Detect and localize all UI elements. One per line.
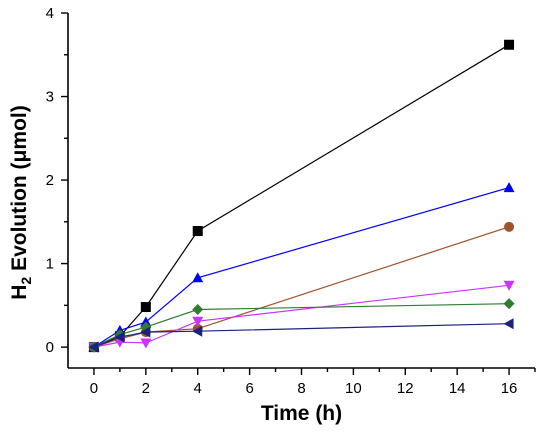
series-line — [93, 44, 510, 348]
data-point — [504, 221, 515, 232]
x-tick-label: 6 — [245, 380, 253, 397]
data-point — [114, 331, 125, 343]
y-axis-title-main: H — [8, 285, 31, 300]
data-point — [140, 338, 152, 349]
data-point — [192, 272, 204, 283]
data-point — [140, 326, 151, 338]
y-tick-label: 4 — [46, 5, 54, 22]
data-point — [140, 316, 152, 327]
axes — [67, 13, 535, 369]
y-axis-title-rest: Evolution (μmol) — [8, 105, 31, 277]
data-point — [503, 182, 515, 193]
data-point — [192, 325, 203, 337]
data-point — [504, 39, 515, 50]
x-tick-label: 0 — [90, 380, 98, 397]
y-tick-label: 3 — [46, 89, 54, 106]
y-tick-label: 0 — [46, 339, 54, 356]
data-point — [88, 341, 99, 353]
y-axis-title: H2 Evolution (μmol) — [8, 105, 34, 299]
x-tick-label: 8 — [297, 380, 305, 397]
series-6 — [88, 318, 514, 353]
x-tick-label: 4 — [194, 380, 202, 397]
y-ticks: 0 1 2 3 4 — [46, 5, 68, 356]
y-axis-title-subscript: 2 — [18, 277, 34, 285]
x-ticks: 0 2 4 6 8 10 12 14 16 — [90, 368, 536, 397]
plot-area — [88, 39, 515, 353]
data-point — [192, 316, 204, 327]
y-tick-label: 1 — [46, 256, 54, 273]
data-point — [503, 298, 515, 310]
x-axis-title: Time (h) — [261, 402, 342, 425]
series-line — [93, 323, 510, 348]
x-tick-label: 16 — [501, 380, 518, 397]
data-point — [192, 304, 204, 316]
data-point — [503, 318, 514, 330]
x-tick-label: 2 — [142, 380, 150, 397]
data-point — [192, 226, 203, 237]
y-tick-label: 2 — [46, 172, 54, 189]
data-point — [140, 302, 151, 313]
series-2 — [88, 182, 515, 352]
x-tick-label: 10 — [345, 380, 362, 397]
x-tick-label: 14 — [449, 380, 466, 397]
data-point — [503, 280, 515, 291]
x-tick-label: 12 — [397, 380, 414, 397]
